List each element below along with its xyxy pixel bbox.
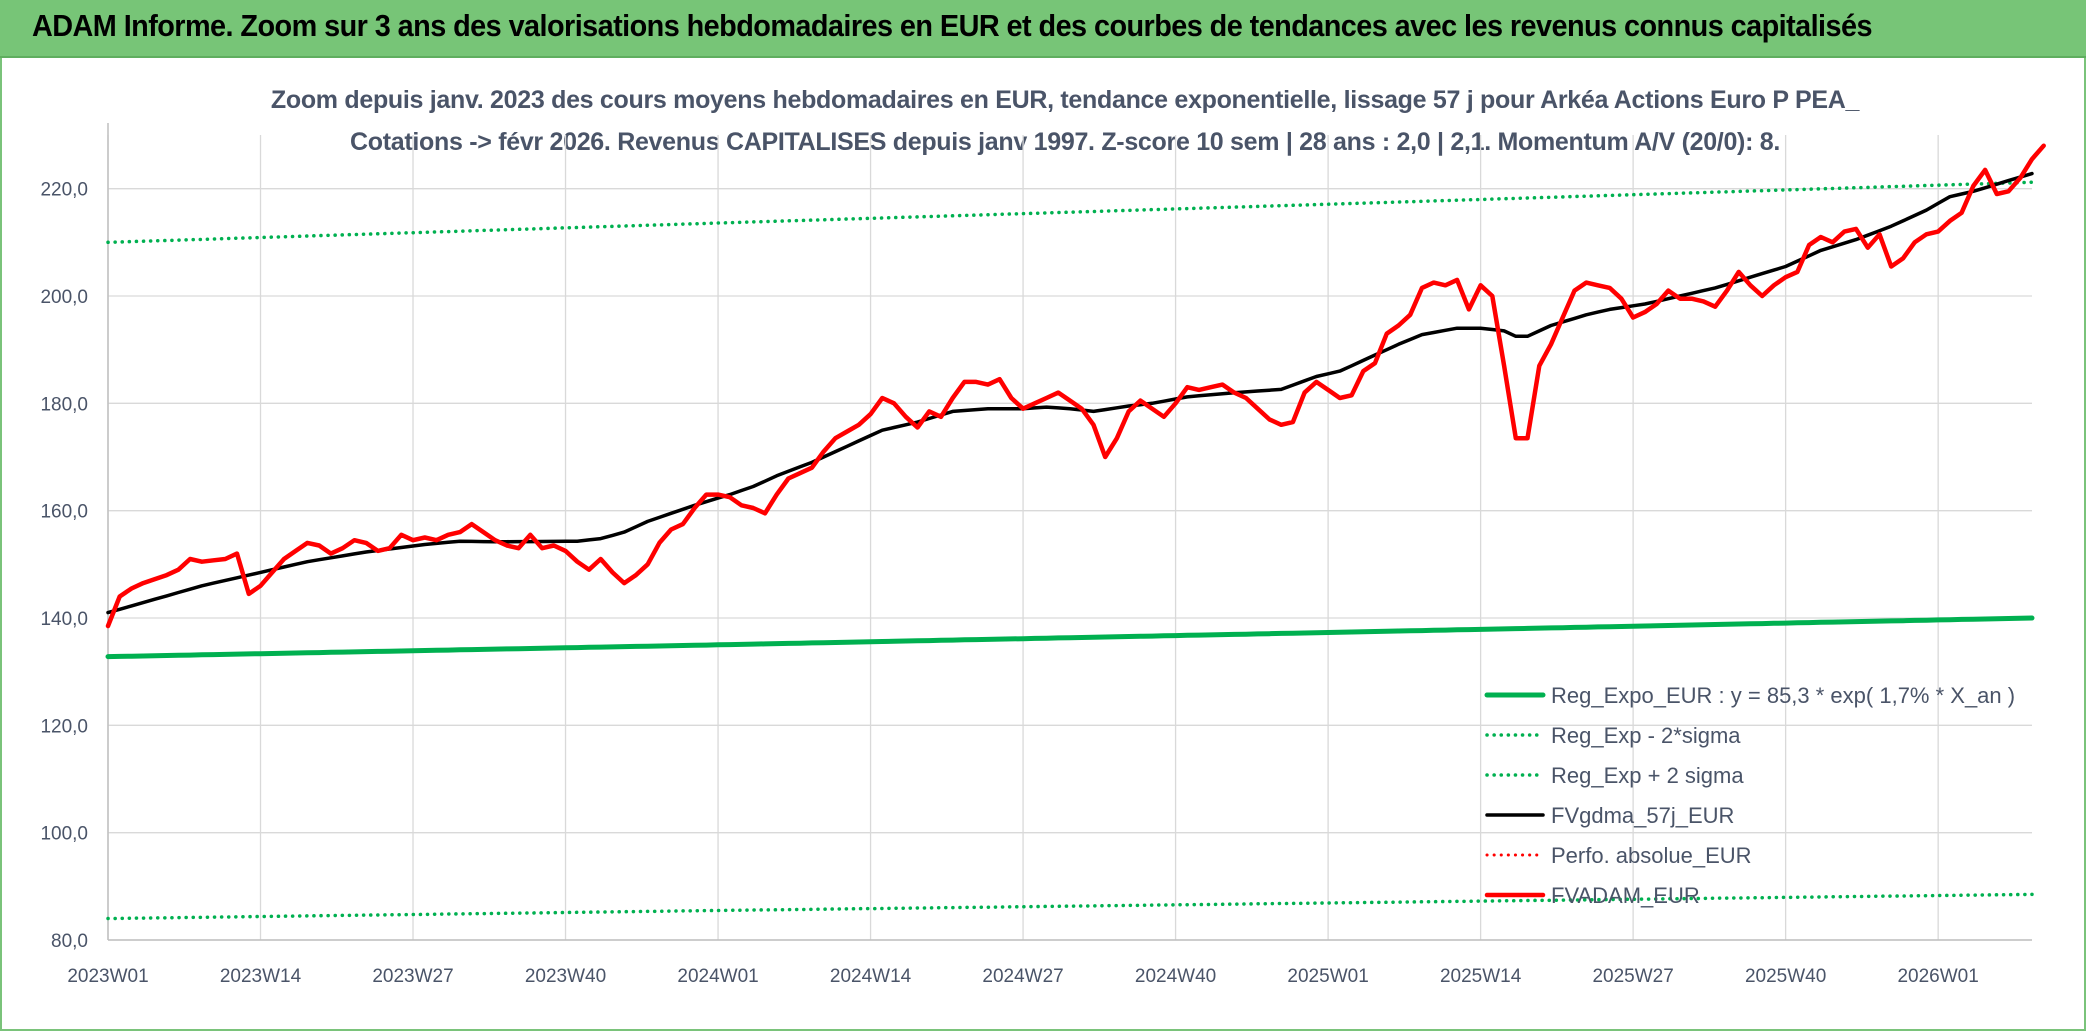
x-tick-label: 2023W14 [220, 966, 302, 987]
series-line-reg-exp-2-sigma [106, 892, 2034, 921]
x-tick-label: 2024W14 [830, 966, 912, 987]
chart-title: Zoom depuis janv. 2023 des cours moyens … [270, 86, 1860, 114]
legend-label-fvgdma-57j-eur: FVgdma_57j_EUR [1551, 803, 1734, 828]
series-line-fvgdma-57j-eur [106, 171, 2034, 615]
x-tick-label: 2026W01 [1897, 966, 1978, 987]
x-tick-label: 2025W27 [1592, 966, 1673, 987]
x-tick-label: 2025W14 [1440, 966, 1522, 987]
series-line-reg-exp-2-sigma [106, 180, 2034, 245]
x-tick-label: 2025W01 [1287, 966, 1368, 987]
legend-label-reg-exp-2-sigma: Reg_Exp + 2 sigma [1551, 763, 1744, 788]
legend-label-reg-expo-eur-y-85-3-exp-1-7-x-an: Reg_Expo_EUR : y = 85,3 * exp( 1,7% * X_… [1551, 683, 2015, 708]
series-line-fvadam-eur [105, 143, 2046, 629]
y-tick-label: 140,0 [40, 609, 88, 630]
y-tick-label: 220,0 [40, 180, 88, 201]
report-banner: ADAM Informe. Zoom sur 3 ans des valoris… [0, 0, 2086, 58]
legend-label-reg-exp-2-sigma: Reg_Exp - 2*sigma [1551, 723, 1741, 748]
chart-subtitle: Cotations -> févr 2026. Revenus CAPITALI… [350, 128, 1780, 156]
y-tick-label: 180,0 [40, 394, 88, 415]
x-tick-label: 2024W40 [1135, 966, 1216, 987]
y-tick-label: 120,0 [40, 716, 88, 737]
y-tick-label: 160,0 [40, 502, 88, 523]
x-tick-label: 2023W40 [525, 966, 606, 987]
x-tick-label: 2024W27 [982, 966, 1063, 987]
x-tick-label: 2023W01 [67, 966, 148, 987]
report-title: ADAM Informe. Zoom sur 3 ans des valoris… [32, 8, 1872, 43]
legend-label-fvadam-eur: FVADAM_EUR [1551, 883, 1700, 908]
x-tick-label: 2023W27 [372, 966, 453, 987]
series-line-reg-expo-eur-y-85-3-exp-1-7-x-an [105, 615, 2035, 660]
y-tick-label: 80,0 [51, 931, 88, 952]
x-tick-label: 2025W40 [1745, 966, 1826, 987]
x-tick-label: 2024W01 [677, 966, 758, 987]
y-tick-label: 100,0 [40, 824, 88, 845]
legend-label-perfo-absolue-eur: Perfo. absolue_EUR [1551, 843, 1752, 868]
y-tick-label: 200,0 [40, 287, 88, 308]
